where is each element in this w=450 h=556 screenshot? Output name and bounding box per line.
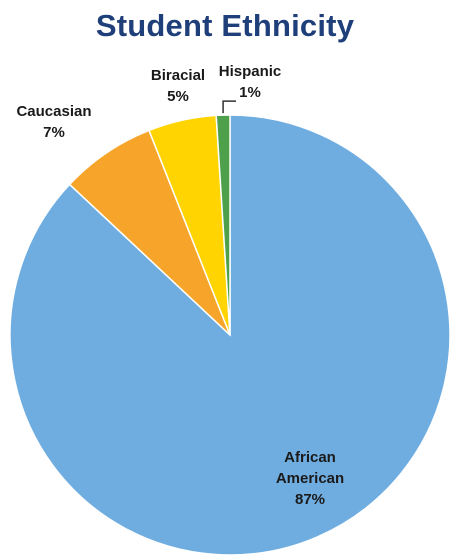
pie-slices [9, 114, 450, 556]
slice-label-biracial: Biracial 5% [151, 67, 205, 105]
slice-label-caucasian: Caucasian 7% [16, 103, 91, 141]
slice-label-hispanic: Hispanic 1% [219, 63, 282, 101]
chart-title: Student Ethnicity [95, 8, 355, 43]
leader-lines [222, 100, 236, 114]
slice-labels: African American 87% Caucasian 7% Biracial 5% H… [16, 63, 344, 508]
pie-slice-hispanic [215, 114, 231, 336]
slice-label-african-american: African American 87% [276, 449, 344, 508]
leader-line-hispanic [222, 100, 236, 114]
